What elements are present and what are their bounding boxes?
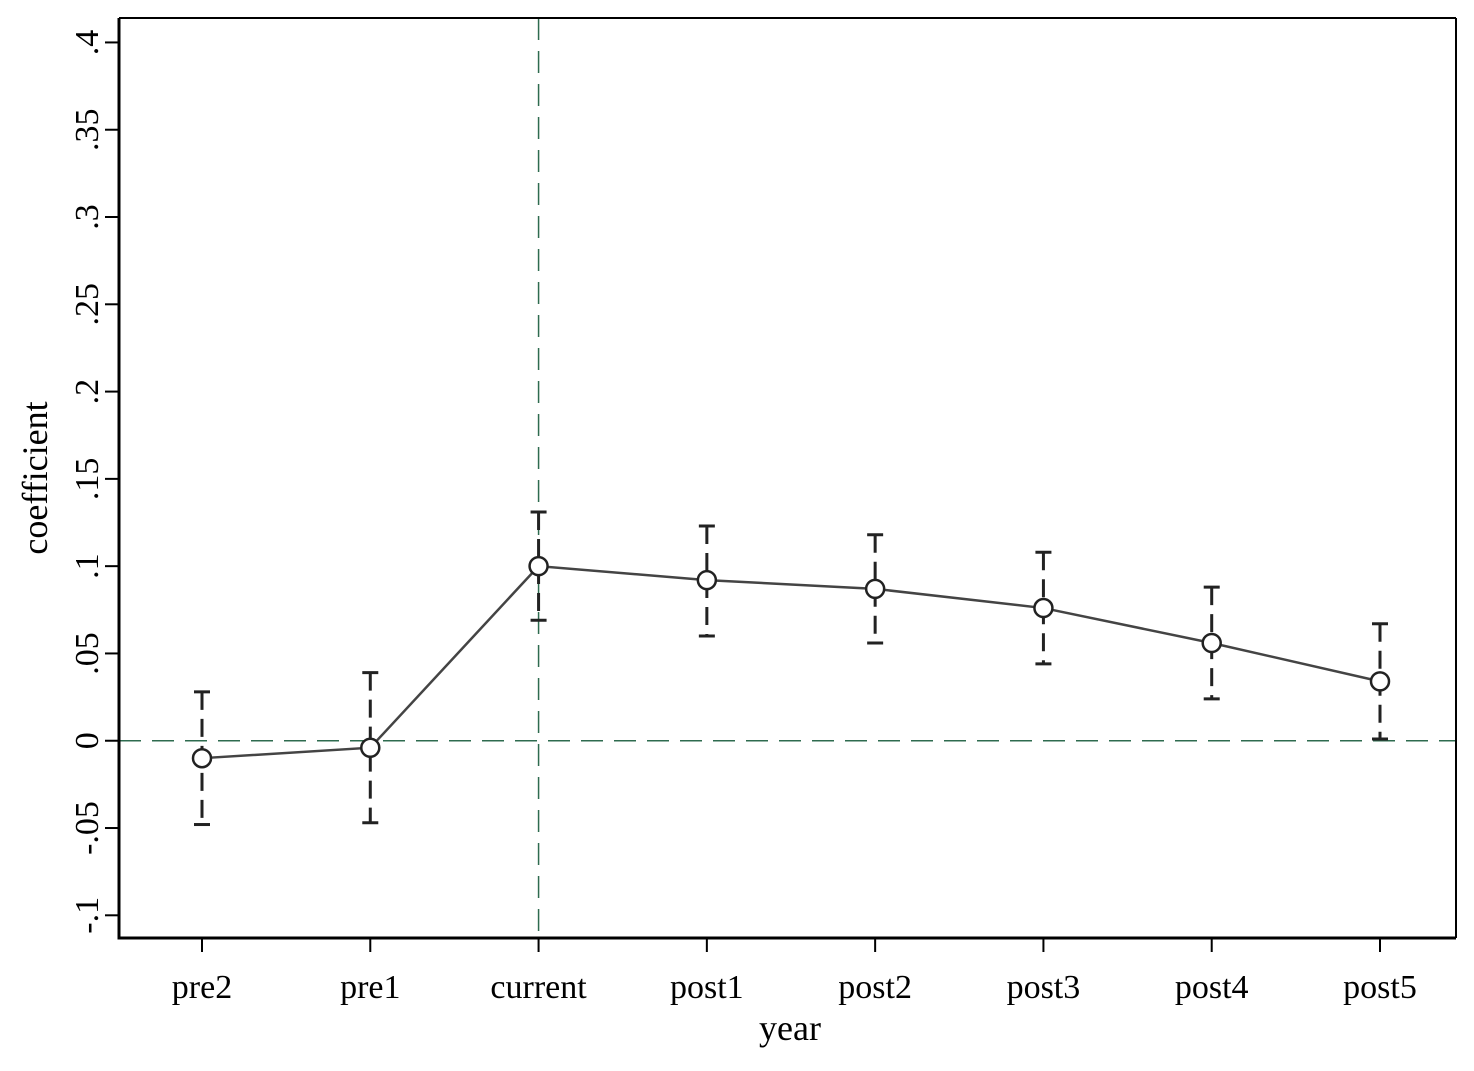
x-tick-label: post2 [838,969,912,1006]
data-point [1033,597,1054,619]
y-tick-label: .35 [69,108,106,151]
x-tick-label: post3 [1007,969,1081,1006]
y-tick-label: .2 [69,379,106,405]
x-tick-label: post4 [1175,969,1249,1006]
data-point [191,747,213,769]
y-tick-label: .1 [69,553,106,579]
y-tick-label: 0 [69,732,106,749]
x-tick-label: current [490,969,587,1006]
coefficient-line [201,564,1381,760]
x-axis-title: year [759,1008,821,1048]
y-tick-label: .3 [69,204,106,230]
y-axis-title: coefficient [15,401,55,554]
x-tick-label: pre2 [172,969,232,1006]
data-point [528,555,549,577]
data-point [1201,632,1222,654]
data-point [696,569,718,591]
data-point [1369,671,1391,692]
y-tick-label: -.1 [69,897,106,934]
x-tick-label: post1 [670,969,744,1006]
y-tick-label: .15 [69,458,106,501]
y-tick-label: .05 [69,632,106,675]
data-point [864,578,886,600]
y-tick-label: .4 [69,30,106,56]
x-tick-label: pre1 [340,969,400,1006]
data-point [360,737,381,758]
y-tick-label: .25 [69,283,106,326]
y-tick-label: -.05 [69,801,106,855]
x-tick-label: post5 [1343,969,1417,1006]
